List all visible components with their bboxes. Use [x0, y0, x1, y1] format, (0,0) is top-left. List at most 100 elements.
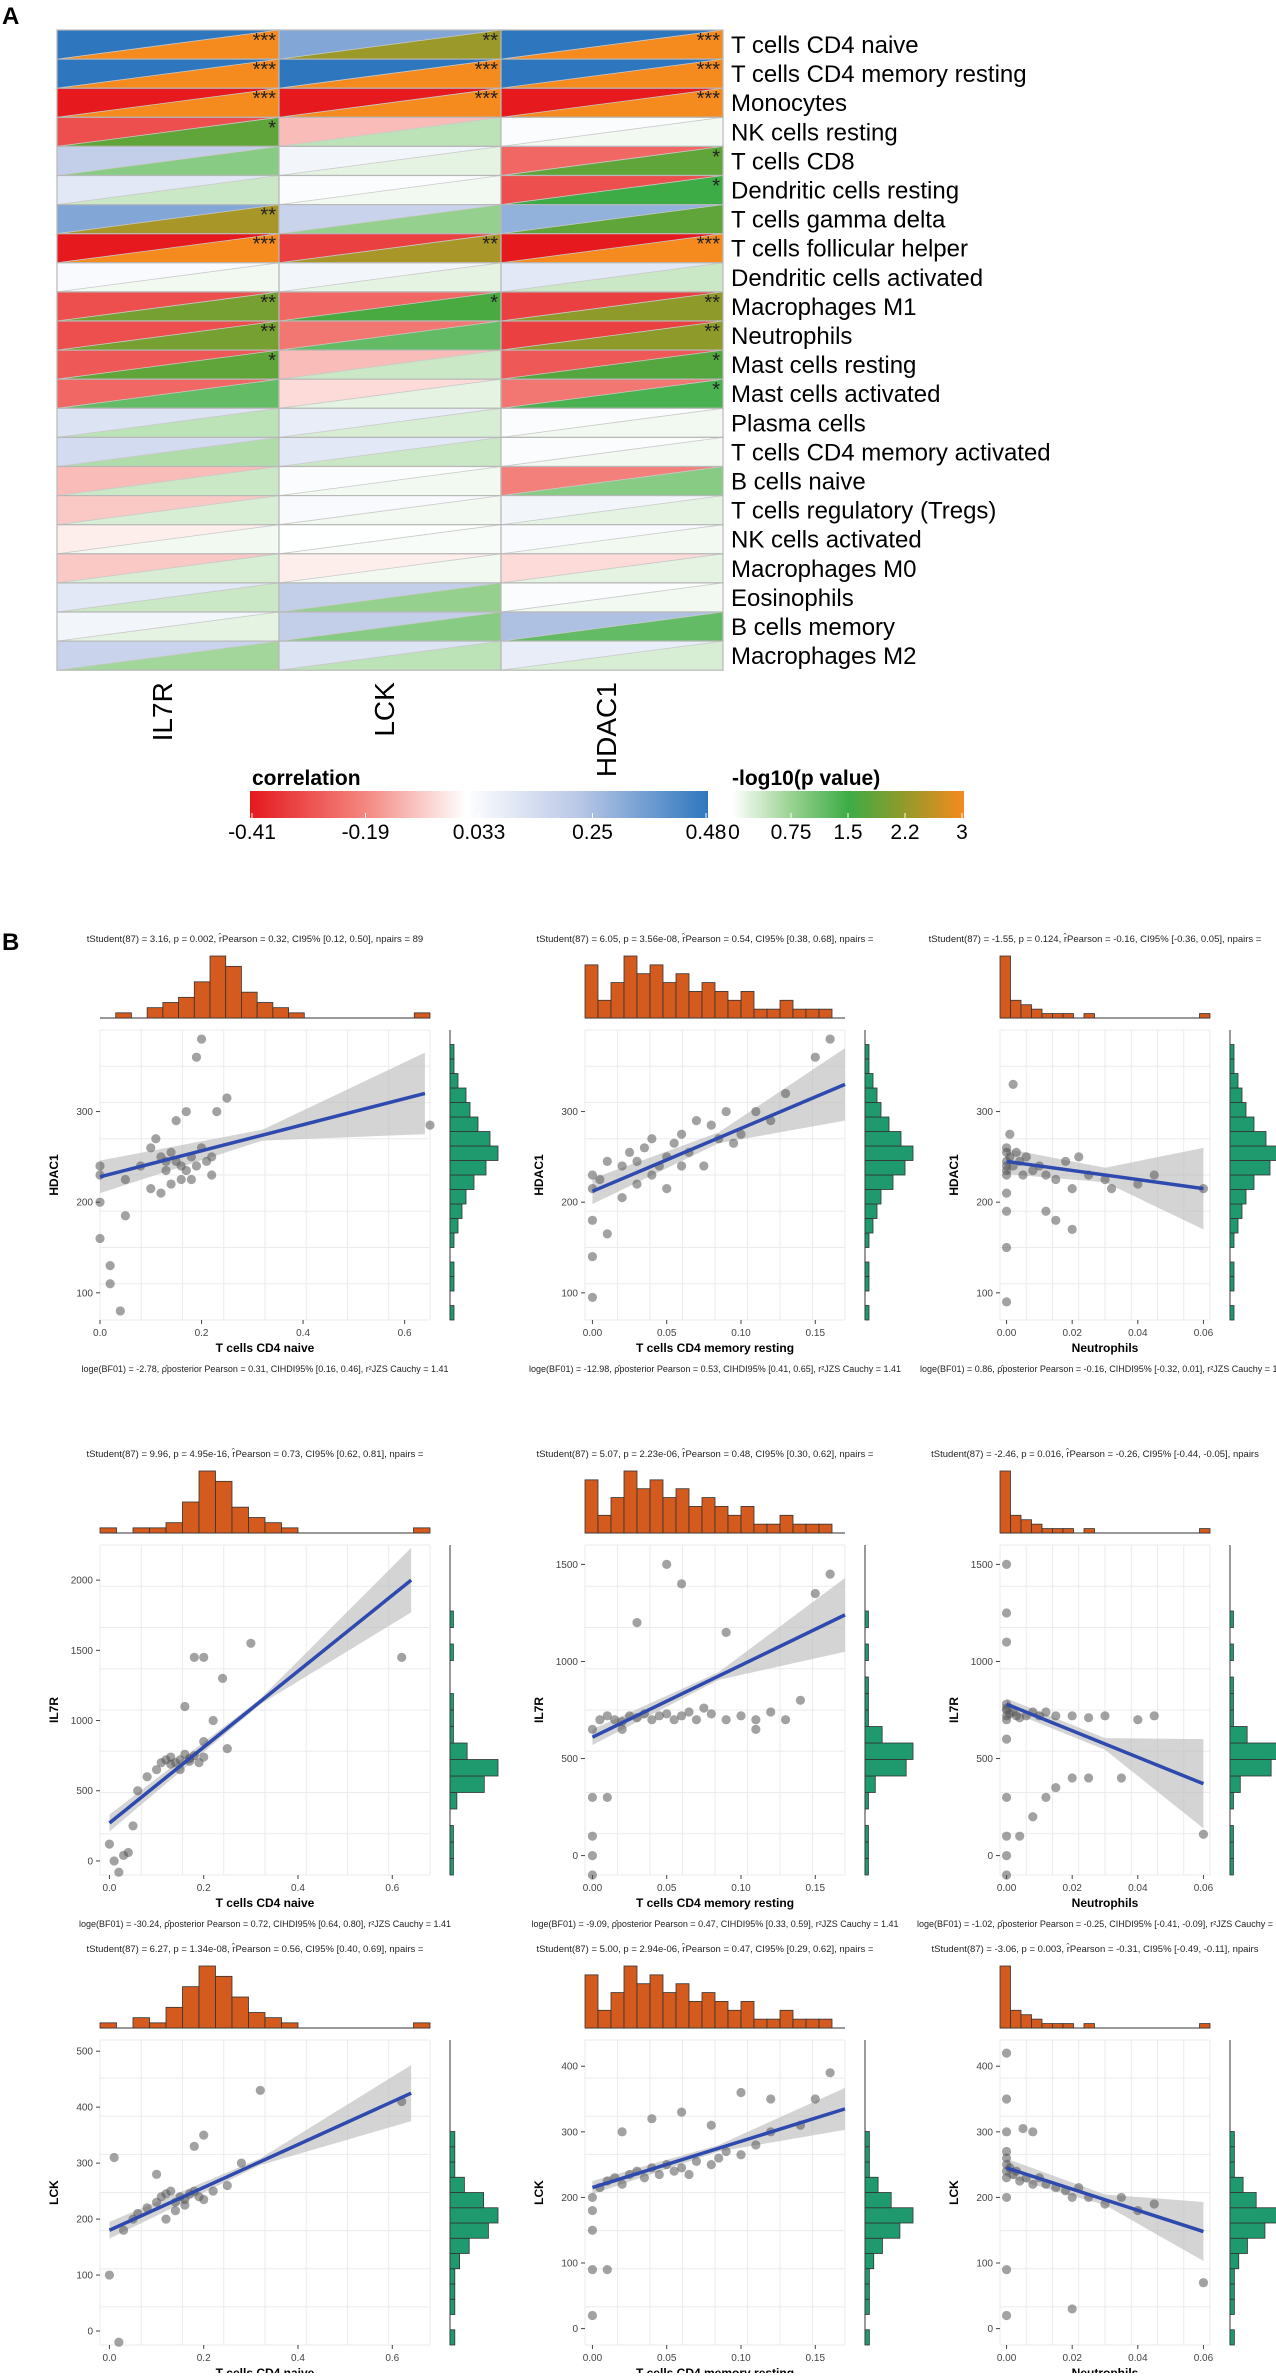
- column-label-lck: LCK: [369, 682, 400, 737]
- y-tick-label: 500: [76, 1786, 93, 1797]
- top-hist-bar: [649, 964, 664, 1019]
- top-hist-bar: [1052, 1013, 1064, 1019]
- data-point: [208, 2186, 218, 2196]
- data-point: [128, 1821, 138, 1831]
- top-hist-bar: [610, 1497, 625, 1534]
- cell-diagonal: [56, 87, 280, 118]
- data-point: [1001, 1608, 1012, 1618]
- right-hist-bar: [1229, 2131, 1235, 2148]
- top-hist-bar: [792, 2018, 807, 2029]
- cell-diagonal: [278, 146, 502, 176]
- x-axis-label: T cells CD4 naive: [216, 2366, 315, 2373]
- right-hist-bar: [864, 1261, 870, 1277]
- right-hist-bar: [864, 2222, 901, 2239]
- y-tick-label: 200: [561, 2193, 578, 2204]
- data-point: [186, 1174, 196, 1185]
- data-point: [189, 1652, 199, 1662]
- x-tick-label: 0.06: [1194, 1883, 1214, 1894]
- data-point: [647, 1715, 657, 1725]
- y-tick-label: 300: [561, 1107, 578, 1118]
- data-point: [647, 1170, 657, 1180]
- y-tick-label: 300: [76, 2159, 93, 2170]
- pvalue-tick-label: 0: [728, 821, 740, 844]
- top-hist-bar: [675, 1488, 690, 1534]
- top-hist-bar: [162, 1002, 179, 1019]
- y-tick-label: 100: [561, 1288, 578, 1299]
- right-hist-bar: [1229, 1203, 1243, 1219]
- column-label-hdac1: HDAC1: [591, 682, 622, 777]
- top-hist-bar: [1031, 1523, 1043, 1534]
- top-hist-bar: [413, 2022, 431, 2029]
- correlation-legend-title: correlation: [252, 767, 361, 790]
- cell-diagonal: [500, 378, 724, 409]
- right-hist-bar: [1229, 1102, 1247, 1118]
- x-tick-label: 0.02: [1062, 2353, 1082, 2364]
- top-hist-bar: [256, 1002, 274, 1019]
- data-point: [176, 1174, 186, 1185]
- y-axis-label: IL7R: [47, 1697, 61, 1723]
- y-tick-label: 100: [76, 2271, 93, 2282]
- cell-diagonal: [500, 407, 724, 438]
- data-point: [1001, 2146, 1012, 2157]
- top-hist-bar: [413, 1527, 431, 1534]
- data-point: [180, 1701, 190, 1712]
- right-hist-bar: [449, 1087, 467, 1103]
- correlation-tick-label: 0.48: [686, 821, 727, 844]
- data-point: [780, 1088, 791, 1099]
- x-tick-label: 0.00: [997, 1328, 1017, 1339]
- top-hist-bar: [264, 2017, 282, 2029]
- cell-diagonal: [278, 58, 502, 89]
- data-point: [587, 2225, 598, 2235]
- cell-diagonal: [500, 204, 724, 235]
- cell-diagonal: [500, 524, 724, 555]
- right-hist-bar: [1229, 1276, 1235, 1292]
- top-hist-bar: [714, 991, 729, 1019]
- data-point: [676, 2163, 687, 2173]
- data-point: [1100, 1174, 1110, 1185]
- top-hist-bar: [1199, 2023, 1211, 2029]
- significance-stars: ***: [475, 88, 499, 110]
- top-hist-bar: [182, 1501, 200, 1534]
- right-hist-bar: [1229, 1610, 1234, 1628]
- top-hist-bar: [727, 999, 742, 1019]
- cell-diagonal: [56, 407, 280, 438]
- top-hist-bar: [610, 1992, 625, 2029]
- top-hist-bar: [165, 2006, 183, 2029]
- data-point: [699, 1703, 709, 1713]
- panel-b-letter: B: [2, 929, 19, 956]
- data-point: [118, 2225, 129, 2235]
- right-hist-bar: [449, 1116, 479, 1132]
- row-label: T cells gamma delta: [731, 207, 946, 234]
- data-point: [1021, 1152, 1031, 1162]
- x-tick-label: 0.00: [997, 2353, 1017, 2364]
- data-point: [1001, 2048, 1012, 2058]
- data-point: [602, 1156, 612, 1167]
- data-point: [587, 1831, 598, 1841]
- y-tick-label: 0: [87, 1856, 93, 1867]
- data-point: [1198, 2278, 1209, 2288]
- data-point: [587, 1215, 598, 1225]
- row-label: T cells CD4 naive: [731, 32, 919, 59]
- right-hist-bar: [864, 2329, 870, 2346]
- right-hist-bar: [1229, 1073, 1239, 1089]
- cell-diagonal: [56, 58, 280, 89]
- data-point: [825, 2068, 835, 2078]
- data-point: [587, 1170, 598, 1180]
- top-hist-bar: [792, 1523, 807, 1534]
- right-hist-bar: [449, 2298, 456, 2315]
- right-hist-bar: [864, 1073, 874, 1089]
- cell-diagonal: [278, 495, 502, 526]
- cell-diagonal: [500, 262, 724, 293]
- data-point: [639, 1143, 650, 1153]
- significance-stars: **: [704, 292, 720, 314]
- right-hist-bar: [449, 1792, 458, 1810]
- top-hist-bar: [281, 1527, 299, 1534]
- cell-diagonal: [56, 349, 280, 380]
- top-hist-bar: [1052, 1528, 1064, 1534]
- data-point: [1198, 1829, 1209, 1839]
- cell-diagonal: [278, 262, 502, 293]
- cell-diagonal: [56, 146, 280, 176]
- top-hist-bar: [231, 1506, 249, 1534]
- top-hist-bar: [999, 1965, 1011, 2029]
- y-tick-label: 0: [572, 1851, 578, 1862]
